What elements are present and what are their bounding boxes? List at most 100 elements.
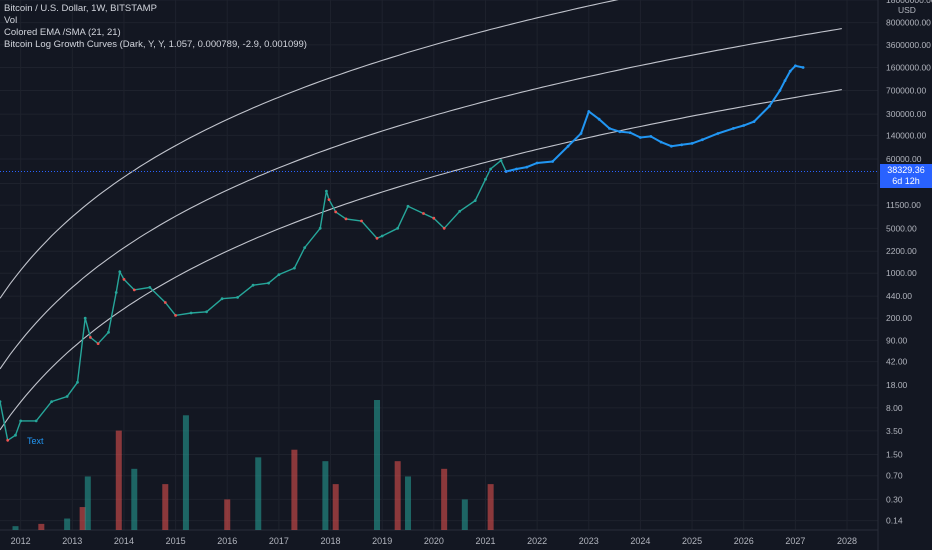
x-tick-label-12: 2024: [630, 536, 650, 546]
volume-bar-0: [12, 526, 19, 530]
x-tick-label-15: 2027: [785, 536, 805, 546]
y-tick-label-13: 440.00: [886, 291, 912, 301]
y-tick-label-7: 60000.00: [886, 154, 922, 164]
series-0-point-11: [107, 330, 110, 334]
log-curves-indicator-label[interactable]: Bitcoin Log Growth Curves (Dark, Y, Y, 1…: [4, 39, 307, 50]
series-0-point-28: [318, 226, 322, 230]
volume-bar-2: [64, 518, 71, 530]
series-0-point-13: [118, 270, 122, 274]
series-0-point-29: [325, 189, 328, 193]
series-0-point-39: [432, 216, 436, 220]
series-1-point-11: [628, 131, 632, 135]
series-0-point-40: [442, 226, 446, 230]
y-tick-label-12: 1000.00: [886, 268, 917, 278]
series-0-point-44: [489, 167, 492, 171]
volume-bar-14: [374, 400, 381, 530]
series-0-point-22: [236, 296, 240, 299]
growth-curve-middle: [0, 28, 842, 370]
series-0-point-5: [50, 400, 53, 403]
y-tick-label-14: 200.00: [886, 313, 912, 323]
x-tick-label-5: 2017: [269, 536, 289, 546]
series-0-point-10: [96, 342, 100, 345]
series-0-point-27: [303, 246, 307, 250]
series-0-point-24: [267, 281, 270, 285]
series-0-point-43: [484, 177, 487, 181]
series-1-point-24: [778, 89, 782, 92]
series-0-point-42: [473, 199, 477, 203]
series-0-point-19: [189, 311, 193, 315]
last-price-value: 38329.36: [887, 165, 925, 175]
y-tick-label-1: 8000000.00: [886, 18, 931, 28]
series-1-point-14: [659, 140, 663, 144]
y-tick-label-20: 1.50: [886, 449, 903, 459]
series-0-point-14: [122, 278, 126, 281]
y-tick-label-3: 1600000.00: [886, 62, 931, 72]
volume-bar-17: [441, 468, 448, 530]
series-0-point-31: [334, 210, 338, 214]
y-tick-label-0: 18000000.00: [886, 0, 932, 5]
series-1-point-26: [788, 69, 792, 73]
series-0-point-1: [6, 438, 10, 442]
series-1-point-28: [801, 66, 805, 69]
series-1-point-15: [670, 144, 673, 148]
volume-bar-13: [332, 484, 339, 530]
series-0-point-6: [65, 395, 69, 398]
x-tick-label-10: 2022: [527, 536, 547, 546]
series-1-point-17: [690, 142, 694, 145]
series-line-0: [0, 159, 507, 442]
series-0-point-2: [14, 433, 17, 437]
x-tick-label-2: 2014: [114, 536, 134, 546]
series-0-point-8: [83, 316, 87, 320]
volume-bar-16: [405, 476, 412, 530]
series-1-point-2: [525, 165, 529, 169]
volume-bar-10: [255, 457, 262, 530]
series-0-point-9: [89, 336, 92, 339]
ema-indicator-label[interactable]: Colored EMA /SMA (21, 21): [4, 27, 121, 38]
series-0-point-33: [360, 219, 363, 223]
growth-curve-upper: [0, 0, 619, 299]
chart-legend: Bitcoin / U.S. Dollar, 1W, BITSTAMP Vol …: [4, 3, 307, 51]
y-tick-label-15: 90.00: [886, 335, 908, 345]
series-0-point-26: [293, 266, 296, 270]
bar-countdown: 6d 12h: [892, 176, 920, 186]
volume-bar-4: [84, 476, 91, 530]
volume-bar-3: [79, 507, 86, 530]
x-tick-label-7: 2019: [372, 536, 392, 546]
y-tick-label-18: 8.00: [886, 403, 903, 413]
volume-indicator-label[interactable]: Vol: [4, 15, 18, 26]
x-tick-label-4: 2016: [217, 536, 237, 546]
series-0-point-25: [277, 273, 281, 276]
volume-bar-6: [131, 468, 138, 530]
y-tick-label-9: 11500.00: [886, 200, 921, 210]
series-0-point-20: [205, 310, 209, 314]
x-tick-label-3: 2015: [166, 536, 186, 546]
series-1-point-16: [680, 143, 684, 147]
series-1-point-18: [701, 138, 704, 142]
series-0-point-16: [148, 286, 152, 289]
series-1-point-9: [608, 126, 611, 130]
series-0-point-4: [34, 419, 38, 423]
series-1-point-10: [618, 130, 622, 134]
series-0-point-21: [220, 297, 224, 301]
series-0-point-41: [458, 209, 462, 213]
y-tick-label-4: 700000.00: [886, 86, 926, 96]
symbol-title[interactable]: Bitcoin / U.S. Dollar, 1W, BITSTAMP: [4, 3, 157, 14]
series-1-point-3: [535, 161, 539, 165]
series-1-point-1: [515, 167, 518, 171]
series-1-point-20: [732, 126, 735, 130]
series-0-point-17: [163, 301, 167, 304]
series-1-point-0: [504, 170, 508, 173]
series-0-point-0: [0, 400, 2, 403]
x-tick-label-1: 2013: [62, 536, 82, 546]
y-tick-label-23: 0.14: [886, 516, 903, 526]
y-axis-unit: USD: [898, 5, 916, 15]
y-tick-label-17: 18.00: [886, 380, 908, 390]
text-annotation: Text: [27, 436, 44, 446]
last-price-label: 38329.36 6d 12h: [880, 164, 932, 188]
series-0-point-3: [19, 419, 23, 423]
x-tick-label-9: 2021: [475, 536, 495, 546]
series-0-point-38: [422, 212, 425, 215]
volume-bar-8: [182, 415, 189, 530]
